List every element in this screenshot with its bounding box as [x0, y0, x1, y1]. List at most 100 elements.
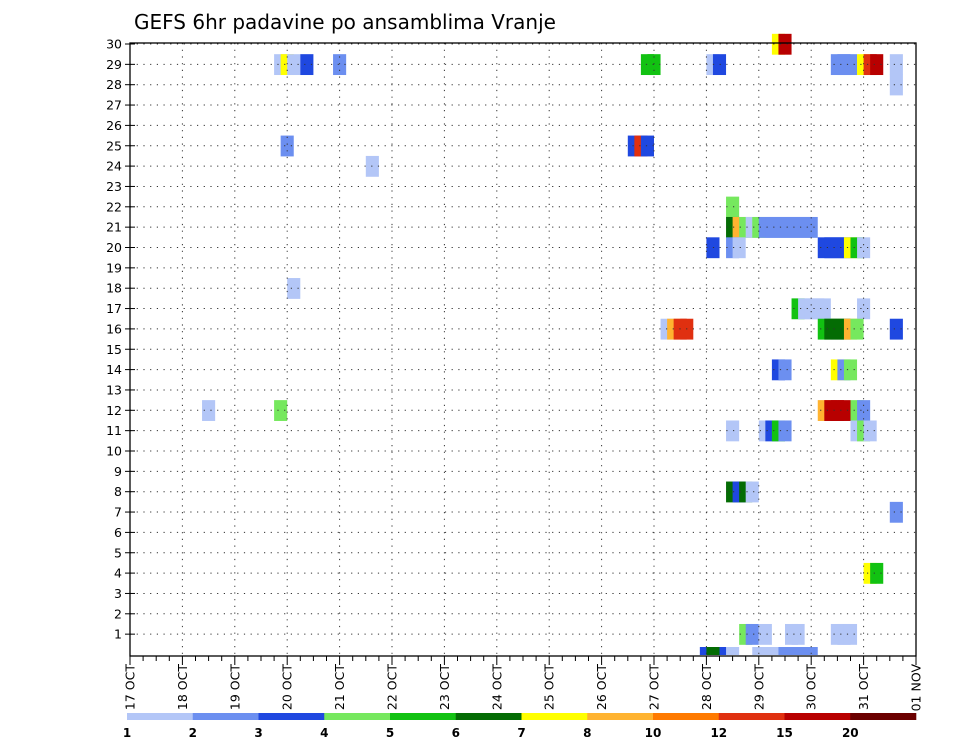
- ensemble-cell-64: [850, 318, 864, 340]
- y-tick-label-1: 1: [114, 627, 122, 642]
- ensemble-cell-86: [863, 420, 877, 442]
- y-tick-label-15: 15: [106, 342, 122, 357]
- x-tick-label-15: 01 NOV: [909, 664, 924, 712]
- y-tick-label-14: 14: [106, 362, 122, 377]
- x-axis: 17 OCT 18 OCT 19 OCT 20 OCT 21 OCT 22 OCT 23 O…: [123, 656, 924, 711]
- ensemble-cell-3: [300, 54, 314, 76]
- colorbar-label-20: 20: [842, 726, 859, 740]
- y-tick-label-18: 18: [106, 281, 122, 296]
- ensemble-cell-11: [843, 54, 858, 76]
- x-tick-label-14: 31 OCT: [856, 664, 871, 710]
- colorbar-swatch-12: [850, 713, 917, 720]
- y-tick-label-12: 12: [106, 403, 122, 418]
- colorbar-label-10: 10: [645, 726, 662, 740]
- ensemble-cell-40: [732, 237, 746, 259]
- plot-frame: [129, 42, 917, 657]
- ensemble-cell-95: [745, 623, 759, 645]
- colorbar-swatch-5: [390, 713, 457, 720]
- ensemble-cell-67: [778, 359, 792, 381]
- colorbar-label-4: 4: [320, 726, 328, 740]
- y-tick-label-4: 4: [114, 566, 122, 581]
- colorbar-swatch-8: [587, 713, 654, 720]
- y-tick-label-29: 29: [106, 57, 122, 72]
- x-tick-label-0: 17 OCT: [123, 664, 138, 710]
- x-tick-label-5: 22 OCT: [385, 664, 400, 710]
- y-tick-label-11: 11: [106, 423, 122, 438]
- colorbar-swatch-2: [192, 713, 259, 720]
- y-tick-label-3: 3: [114, 586, 122, 601]
- ensemble-cell-2: [287, 54, 301, 76]
- y-tick-label-27: 27: [106, 98, 122, 113]
- y-tick-label-7: 7: [114, 505, 122, 520]
- y-tick-label-24: 24: [106, 159, 122, 174]
- x-tick-label-7: 24 OCT: [489, 664, 504, 710]
- colorbar-label-15: 15: [776, 726, 793, 740]
- ensemble-cell-18: [889, 74, 903, 96]
- y-tick-label-22: 22: [106, 199, 122, 214]
- colorbar-swatch-3: [258, 713, 325, 720]
- ensemble-cell-54: [857, 298, 871, 320]
- ensemble-cell-98: [791, 623, 805, 645]
- colorbar-label-5: 5: [386, 726, 394, 740]
- colorbar-swatch-9: [653, 713, 720, 720]
- ensemble-cell-15: [889, 54, 903, 76]
- ensemble-cells: [202, 33, 903, 655]
- ensemble-cell-109: [765, 647, 779, 655]
- ensemble-cell-96: [758, 623, 772, 645]
- x-tick-label-9: 26 OCT: [594, 664, 609, 710]
- x-tick-label-13: 30 OCT: [804, 664, 819, 710]
- x-tick-label-11: 28 OCT: [699, 664, 714, 710]
- x-tick-label-10: 27 OCT: [647, 664, 662, 710]
- colorbar-swatch-7: [521, 713, 588, 720]
- y-tick-label-5: 5: [114, 545, 122, 560]
- colorbar-label-1: 1: [123, 726, 131, 740]
- ensemble-cell-48: [287, 278, 301, 299]
- y-tick-label-23: 23: [106, 179, 122, 194]
- y-tick-label-26: 26: [106, 118, 122, 133]
- y-axis: 1234567891011121314151617181920212223242…: [106, 37, 135, 642]
- ensemble-cell-14: [870, 54, 884, 76]
- ensemble-cell-115: [804, 647, 818, 655]
- ensemble-cell-101: [843, 623, 858, 645]
- y-tick-label-21: 21: [106, 220, 122, 235]
- y-tick-label-30: 30: [106, 37, 122, 52]
- ensemble-cell-6: [647, 54, 661, 76]
- x-tick-label-3: 20 OCT: [280, 664, 295, 710]
- ensemble-cell-93: [870, 562, 884, 584]
- y-tick-label-13: 13: [106, 382, 122, 397]
- ensemble-cell-91: [889, 501, 903, 523]
- x-tick-label-12: 29 OCT: [751, 664, 766, 710]
- y-tick-label-20: 20: [106, 240, 122, 255]
- colorbar-swatch-10: [718, 713, 785, 720]
- ensemble-cell-78: [857, 400, 871, 421]
- colorbar-label-3: 3: [254, 726, 262, 740]
- y-tick-label-9: 9: [114, 464, 122, 479]
- ensemble-cell-19: [280, 135, 294, 157]
- colorbar-label-12: 12: [710, 726, 727, 740]
- colorbar-label-8: 8: [583, 726, 591, 740]
- y-tick-label-6: 6: [114, 525, 122, 540]
- ensemble-cell-4: [333, 54, 347, 76]
- x-tick-label-4: 21 OCT: [332, 664, 347, 710]
- ensemble-cell-47: [857, 237, 871, 259]
- y-tick-label-28: 28: [106, 77, 122, 92]
- ensemble-cell-71: [202, 400, 216, 421]
- colorbar-label-7: 7: [517, 726, 525, 740]
- ensemble-cell-8: [712, 54, 727, 76]
- ensemble-cell-83: [778, 420, 792, 442]
- x-tick-label-2: 19 OCT: [227, 664, 242, 710]
- y-tick-label-25: 25: [106, 138, 122, 153]
- ensemble-cell-37: [804, 216, 818, 238]
- y-tick-label-16: 16: [106, 321, 122, 336]
- y-tick-label-19: 19: [106, 260, 122, 275]
- colorbar-legend: 1 2 3 4 5 6 7 8 10 12 15 20: [123, 713, 917, 740]
- grid-lines: [130, 43, 916, 656]
- ensemble-cell-70: [843, 359, 858, 381]
- x-tick-label-1: 18 OCT: [175, 664, 190, 710]
- x-tick-label-8: 25 OCT: [542, 664, 557, 710]
- colorbar-swatch-6: [455, 713, 522, 720]
- ensemble-cell-22: [640, 135, 654, 157]
- colorbar-label-6: 6: [452, 726, 460, 740]
